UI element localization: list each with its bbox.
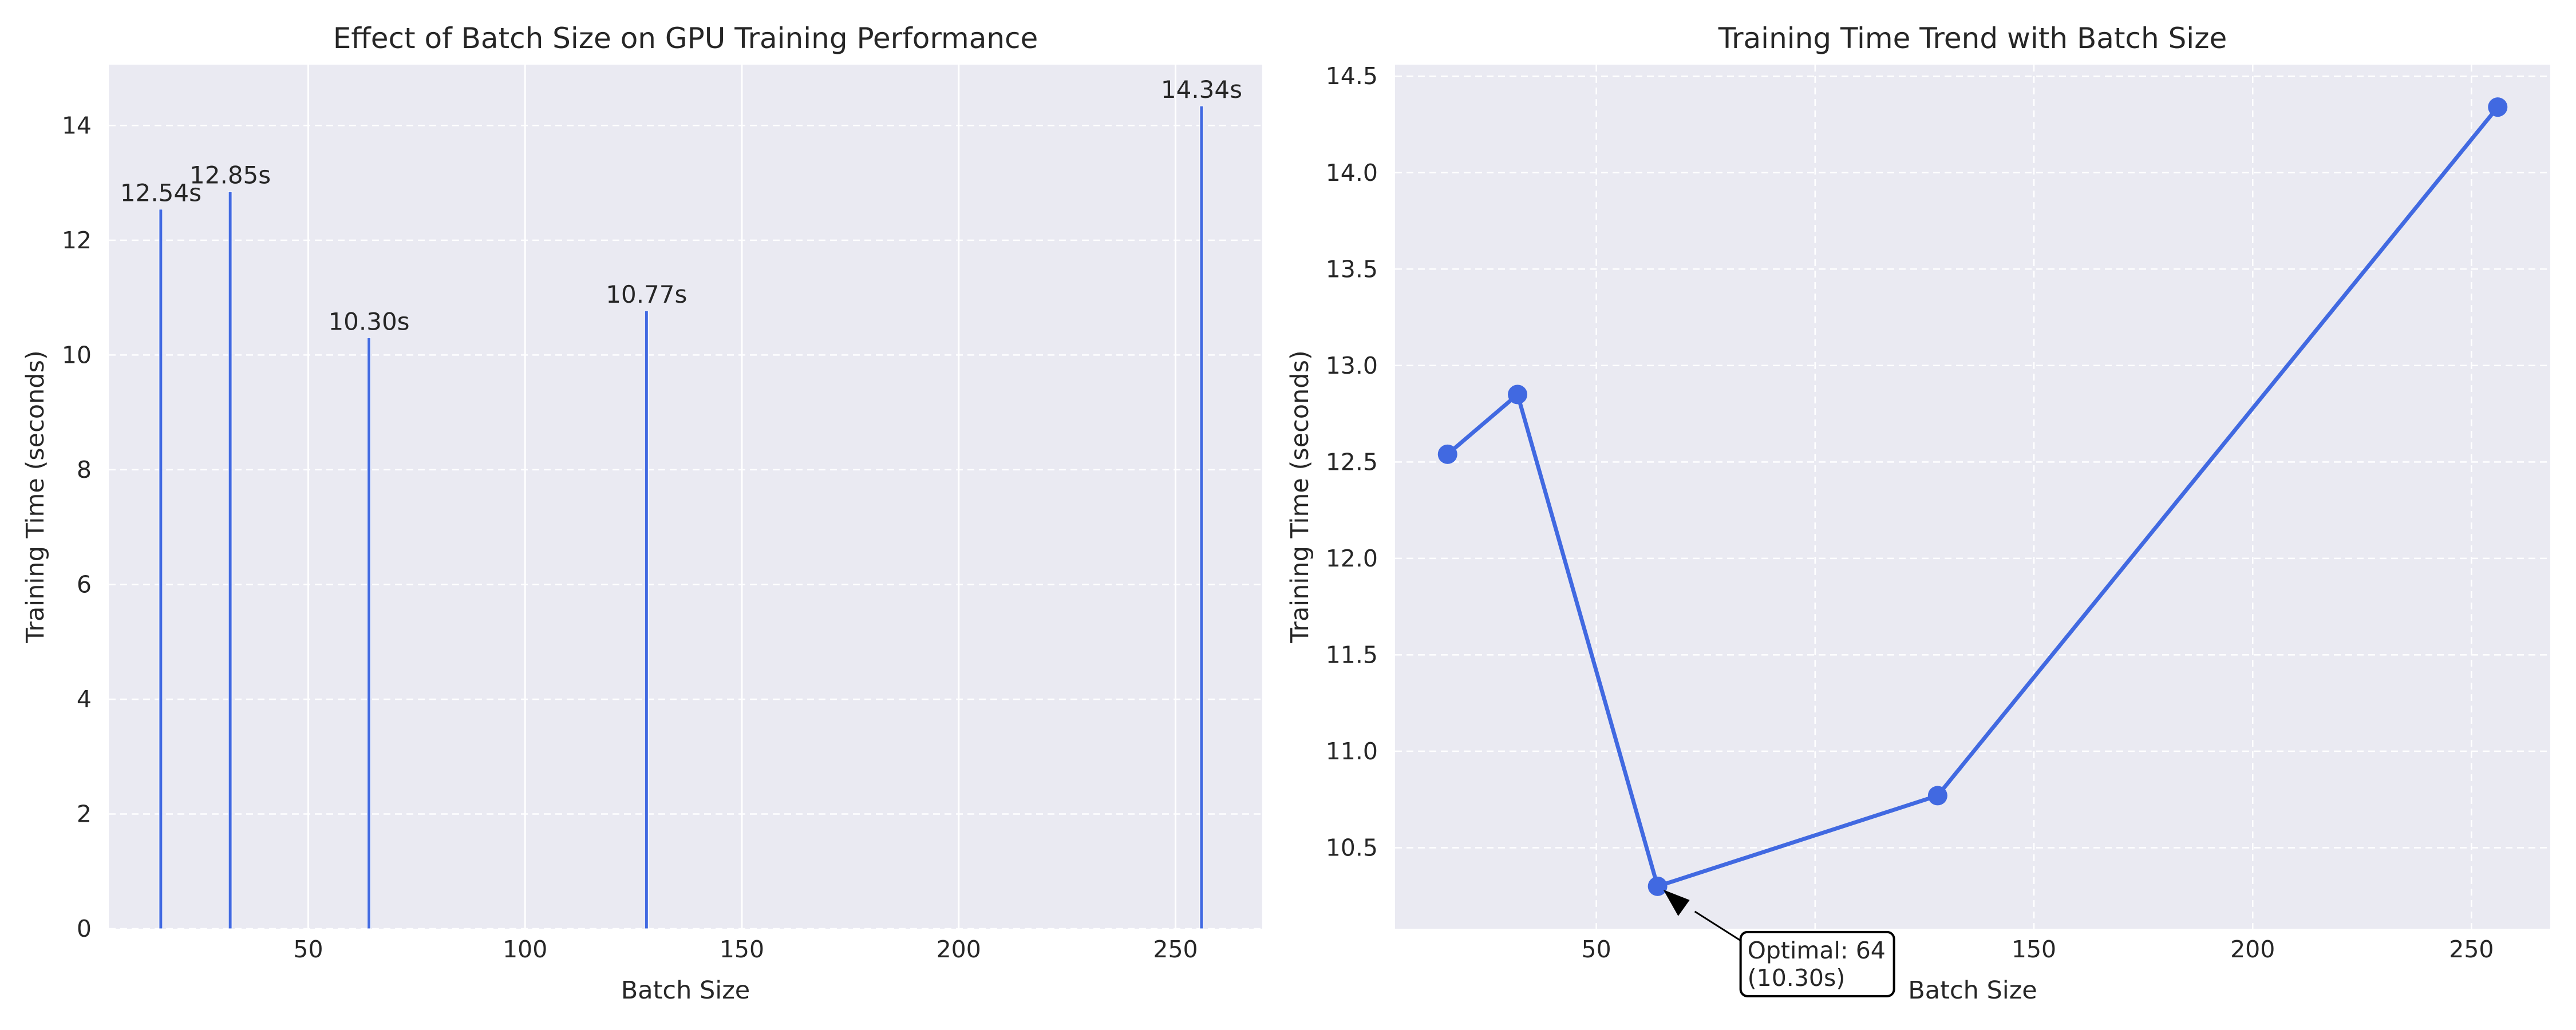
y-tick-label: 14.5 bbox=[1326, 62, 1378, 90]
bar-data-label: 10.30s bbox=[328, 307, 409, 335]
x-tick-label: 200 bbox=[2230, 936, 2275, 963]
x-tick-label: 150 bbox=[2012, 936, 2056, 963]
line-chart-title: Training Time Trend with Batch Size bbox=[1718, 22, 2227, 55]
y-tick-label: 0 bbox=[77, 915, 92, 942]
bar-data-label: 12.54s bbox=[120, 179, 202, 207]
bar-chart-x-axis-label: Batch Size bbox=[621, 976, 750, 1005]
y-tick-label: 8 bbox=[77, 456, 92, 484]
y-tick-label: 14 bbox=[62, 112, 92, 139]
bar-chart-y-axis-label: Training Time (seconds) bbox=[21, 350, 50, 644]
bar-chart-plot-area bbox=[109, 65, 1262, 929]
x-tick-label: 50 bbox=[293, 936, 323, 963]
y-tick-label: 13.5 bbox=[1326, 255, 1378, 283]
bar bbox=[644, 310, 649, 929]
line-chart-y-ticks: 10.5 11.0 11.5 12.0 12.5 13.0 13.5 14.0 14.5 bbox=[1326, 62, 1378, 861]
annotation-text-line1: Optimal: 64 bbox=[1748, 937, 1886, 964]
annotation-arrow-line bbox=[1694, 910, 1744, 944]
bar bbox=[228, 191, 232, 929]
y-tick-label: 11.5 bbox=[1326, 641, 1378, 668]
y-tick-label: 10.5 bbox=[1326, 834, 1378, 861]
data-point bbox=[1437, 444, 1457, 464]
y-tick-label: 6 bbox=[77, 571, 92, 598]
data-point bbox=[1508, 385, 1528, 405]
line-chart-x-axis-label: Batch Size bbox=[1908, 976, 2037, 1005]
bar-data-label: 10.77s bbox=[606, 280, 687, 308]
x-tick-label: 200 bbox=[937, 936, 981, 963]
line-chart-gridlines bbox=[1395, 65, 2550, 929]
y-tick-label: 12 bbox=[62, 227, 92, 254]
bar bbox=[367, 337, 372, 929]
y-tick-label: 2 bbox=[77, 800, 92, 827]
bar bbox=[159, 209, 163, 929]
x-tick-label: 250 bbox=[2449, 936, 2494, 963]
bar-data-label: 14.34s bbox=[1161, 76, 1242, 104]
bar-data-label: 12.85s bbox=[189, 161, 271, 189]
annotation-box bbox=[1739, 930, 1895, 997]
y-tick-label: 14.0 bbox=[1326, 159, 1378, 187]
bar-chart-gridlines bbox=[109, 65, 1262, 930]
data-point bbox=[1647, 876, 1668, 896]
bar-chart-title: Effect of Batch Size on GPU Training Per… bbox=[333, 22, 1038, 55]
x-tick-label: 100 bbox=[503, 936, 547, 963]
annotation-arrowhead bbox=[1663, 889, 1690, 916]
line-chart-points bbox=[1437, 97, 2508, 896]
x-tick-label: 250 bbox=[1153, 936, 1198, 963]
annotation-text-line2: (10.30s) bbox=[1748, 964, 1846, 992]
x-tick-label: 50 bbox=[1582, 936, 1611, 963]
y-tick-label: 4 bbox=[77, 686, 92, 713]
line-chart-plot-area bbox=[1395, 65, 2550, 929]
data-point bbox=[2488, 97, 2508, 117]
optimal-annotation: Optimal: 64 (10.30s) bbox=[1663, 889, 1895, 997]
data-point bbox=[1927, 786, 1947, 806]
y-tick-label: 12.5 bbox=[1326, 448, 1378, 476]
y-tick-label: 13.0 bbox=[1326, 352, 1378, 379]
bar-chart-bars bbox=[159, 105, 1204, 929]
bar-chart-y-ticks: 0 2 4 6 8 10 12 14 bbox=[62, 112, 92, 942]
y-tick-label: 12.0 bbox=[1326, 545, 1378, 572]
bar-chart-x-ticks: 50 100 150 200 250 bbox=[293, 936, 1198, 963]
line-chart-y-axis-label: Training Time (seconds) bbox=[1286, 350, 1314, 644]
bar bbox=[1199, 105, 1204, 929]
y-tick-label: 11.0 bbox=[1326, 738, 1378, 765]
x-tick-label: 150 bbox=[720, 936, 764, 963]
y-tick-label: 10 bbox=[62, 341, 92, 369]
